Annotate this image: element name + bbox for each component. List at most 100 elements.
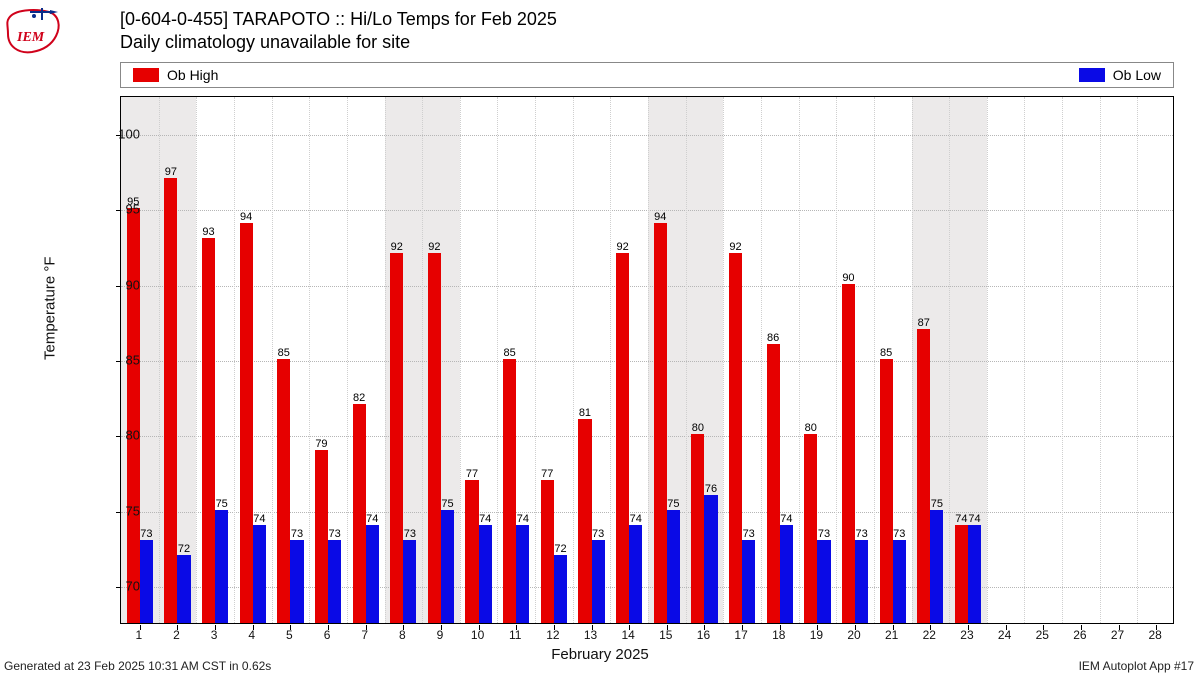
gridline-h bbox=[121, 135, 1173, 136]
bar-label-high: 77 bbox=[541, 468, 553, 480]
bar-low bbox=[930, 510, 943, 623]
title-line-2: Daily climatology unavailable for site bbox=[120, 31, 557, 54]
bar-label-low: 74 bbox=[366, 513, 378, 525]
bar-high bbox=[353, 404, 366, 623]
gridline-v bbox=[686, 97, 687, 623]
bar-label-high: 90 bbox=[842, 272, 854, 284]
x-axis-title: February 2025 bbox=[551, 646, 649, 663]
gridline-v bbox=[347, 97, 348, 623]
bar-label-low: 73 bbox=[404, 528, 416, 540]
gridline-v bbox=[610, 97, 611, 623]
x-tick-label: 10 bbox=[463, 628, 493, 642]
gridline-v bbox=[159, 97, 160, 623]
bar-low bbox=[215, 510, 228, 623]
x-tick-label: 13 bbox=[576, 628, 606, 642]
bar-label-low: 75 bbox=[441, 498, 453, 510]
x-tick-label: 15 bbox=[651, 628, 681, 642]
x-tick-label: 5 bbox=[274, 628, 304, 642]
y-tick-label: 80 bbox=[90, 428, 140, 443]
bar-high bbox=[804, 434, 817, 623]
x-tick-label: 20 bbox=[839, 628, 869, 642]
bar-high bbox=[465, 480, 478, 623]
bar-label-low: 72 bbox=[554, 543, 566, 555]
bar-label-low: 76 bbox=[705, 483, 717, 495]
plot-area: 9573977293759474857379738274927392757774… bbox=[120, 96, 1174, 624]
x-tick-label: 18 bbox=[764, 628, 794, 642]
x-tick-label: 16 bbox=[688, 628, 718, 642]
bar-low bbox=[479, 525, 492, 623]
y-tick-label: 75 bbox=[90, 503, 140, 518]
y-tick-label: 95 bbox=[90, 202, 140, 217]
x-tick-label: 14 bbox=[613, 628, 643, 642]
bar-label-low: 74 bbox=[780, 513, 792, 525]
bar-label-low: 73 bbox=[855, 528, 867, 540]
gridline-v bbox=[799, 97, 800, 623]
gridline-v bbox=[460, 97, 461, 623]
bar-label-low: 74 bbox=[479, 513, 491, 525]
bar-label-low: 74 bbox=[630, 513, 642, 525]
footer-right: IEM Autoplot App #17 bbox=[1079, 659, 1194, 673]
bar-high bbox=[842, 284, 855, 623]
gridline-v bbox=[1100, 97, 1101, 623]
bar-high bbox=[691, 434, 704, 623]
y-tick-label: 100 bbox=[90, 126, 140, 141]
legend-label-high: Ob High bbox=[167, 67, 218, 83]
x-tick-label: 25 bbox=[1027, 628, 1057, 642]
gridline-v bbox=[1062, 97, 1063, 623]
gridline-v bbox=[1024, 97, 1025, 623]
bar-label-low: 74 bbox=[517, 513, 529, 525]
x-tick-label: 6 bbox=[312, 628, 342, 642]
gridline-v bbox=[272, 97, 273, 623]
bar-low bbox=[366, 525, 379, 623]
bar-label-high: 94 bbox=[654, 211, 666, 223]
gridline-v bbox=[723, 97, 724, 623]
bar-label-low: 74 bbox=[968, 513, 980, 525]
bar-low bbox=[817, 540, 830, 623]
bar-high bbox=[202, 238, 215, 623]
x-tick-label: 11 bbox=[500, 628, 530, 642]
bar-low bbox=[592, 540, 605, 623]
bar-low bbox=[328, 540, 341, 623]
x-tick-label: 3 bbox=[199, 628, 229, 642]
bar-label-high: 81 bbox=[579, 407, 591, 419]
gridline-v bbox=[385, 97, 386, 623]
bar-high bbox=[767, 344, 780, 623]
y-axis-title: Temperature °F bbox=[42, 256, 59, 360]
bar-high bbox=[578, 419, 591, 623]
bar-label-low: 73 bbox=[140, 528, 152, 540]
svg-text:IEM: IEM bbox=[16, 30, 45, 45]
legend-swatch-low bbox=[1079, 68, 1105, 82]
bar-label-high: 92 bbox=[391, 241, 403, 253]
bar-high bbox=[541, 480, 554, 623]
y-tick-label: 90 bbox=[90, 277, 140, 292]
gridline-v bbox=[309, 97, 310, 623]
gridline-v bbox=[912, 97, 913, 623]
x-tick-label: 8 bbox=[387, 628, 417, 642]
gridline-v bbox=[949, 97, 950, 623]
bar-low bbox=[667, 510, 680, 623]
x-tick-label: 9 bbox=[425, 628, 455, 642]
bar-low bbox=[968, 525, 981, 623]
bar-high bbox=[390, 253, 403, 623]
bar-low bbox=[855, 540, 868, 623]
gridline-v bbox=[987, 97, 988, 623]
bar-label-low: 73 bbox=[592, 528, 604, 540]
legend-label-low: Ob Low bbox=[1113, 67, 1161, 83]
bar-label-high: 80 bbox=[692, 422, 704, 434]
x-tick-label: 26 bbox=[1065, 628, 1095, 642]
bar-high bbox=[127, 208, 140, 623]
x-tick-label: 2 bbox=[161, 628, 191, 642]
chart-title: [0-604-0-455] TARAPOTO :: Hi/Lo Temps fo… bbox=[120, 8, 557, 53]
bar-label-low: 73 bbox=[743, 528, 755, 540]
bar-label-high: 82 bbox=[353, 392, 365, 404]
x-tick-label: 27 bbox=[1103, 628, 1133, 642]
bar-label-low: 75 bbox=[667, 498, 679, 510]
bar-label-high: 79 bbox=[315, 438, 327, 450]
bar-label-high: 77 bbox=[466, 468, 478, 480]
gridline-v bbox=[196, 97, 197, 623]
gridline-v bbox=[422, 97, 423, 623]
bar-label-high: 85 bbox=[880, 347, 892, 359]
gridline-v bbox=[535, 97, 536, 623]
bar-low bbox=[441, 510, 454, 623]
x-tick-label: 28 bbox=[1140, 628, 1170, 642]
